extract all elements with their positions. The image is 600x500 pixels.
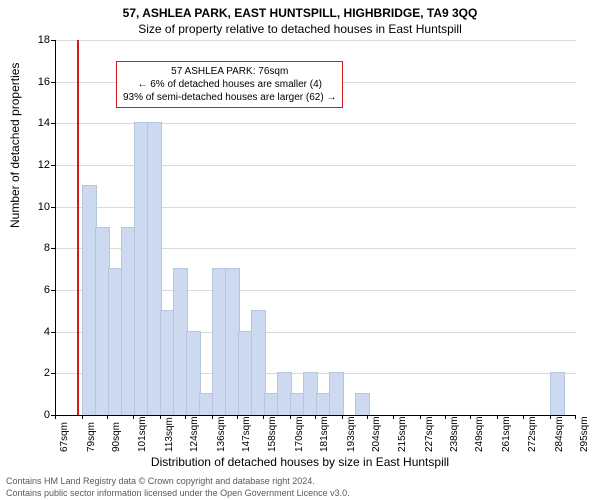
x-tick-label: 158sqm (267, 416, 278, 452)
y-tick-label: 12 (20, 159, 50, 171)
y-tick-label: 6 (20, 284, 50, 296)
x-tick-mark (315, 415, 316, 419)
y-tick-mark (51, 40, 55, 41)
plot-area: 57 ASHLEA PARK: 76sqm← 6% of detached ho… (55, 40, 576, 416)
x-axis-label: Distribution of detached houses by size … (0, 455, 600, 469)
reference-line (77, 40, 79, 415)
y-tick-label: 14 (20, 117, 50, 129)
x-tick-mark (82, 415, 83, 419)
annotation-box: 57 ASHLEA PARK: 76sqm← 6% of detached ho… (116, 61, 343, 108)
y-tick-label: 18 (20, 34, 50, 46)
x-tick-label: 193sqm (346, 416, 357, 452)
x-tick-label: 215sqm (397, 416, 408, 452)
x-tick-mark (212, 415, 213, 419)
y-tick-mark (51, 165, 55, 166)
histogram-bar (550, 372, 564, 415)
x-tick-label: 249sqm (474, 416, 485, 452)
x-tick-mark (185, 415, 186, 419)
x-tick-label: 136sqm (216, 416, 227, 452)
x-tick-mark (237, 415, 238, 419)
y-tick-mark (51, 373, 55, 374)
x-tick-label: 295sqm (579, 416, 590, 452)
x-tick-mark (420, 415, 421, 419)
x-tick-label: 261sqm (501, 416, 512, 452)
x-tick-mark (445, 415, 446, 419)
y-tick-label: 8 (20, 242, 50, 254)
x-tick-label: 181sqm (319, 416, 330, 452)
x-tick-label: 227sqm (424, 416, 435, 452)
x-tick-label: 238sqm (449, 416, 460, 452)
x-tick-label: 147sqm (241, 416, 252, 452)
histogram-bar (355, 393, 369, 415)
grid-line (56, 40, 576, 41)
x-tick-label: 170sqm (294, 416, 305, 452)
x-tick-label: 101sqm (137, 416, 148, 452)
x-tick-label: 284sqm (554, 416, 565, 452)
x-tick-mark (367, 415, 368, 419)
x-tick-mark (523, 415, 524, 419)
x-tick-label: 124sqm (189, 416, 200, 452)
annotation-line: 57 ASHLEA PARK: 76sqm (123, 65, 336, 78)
x-tick-mark (393, 415, 394, 419)
x-tick-label: 272sqm (527, 416, 538, 452)
chart-title-sub: Size of property relative to detached ho… (0, 22, 600, 36)
annotation-line: ← 6% of detached houses are smaller (4) (123, 78, 336, 91)
x-tick-label: 90sqm (111, 422, 122, 452)
x-tick-mark (160, 415, 161, 419)
annotation-line: 93% of semi-detached houses are larger (… (123, 91, 336, 104)
footer-line-2: Contains public sector information licen… (6, 488, 350, 498)
x-tick-mark (550, 415, 551, 419)
x-tick-mark (342, 415, 343, 419)
x-tick-mark (55, 415, 56, 419)
x-tick-label: 204sqm (371, 416, 382, 452)
y-tick-mark (51, 207, 55, 208)
x-tick-mark (263, 415, 264, 419)
y-tick-mark (51, 248, 55, 249)
y-tick-mark (51, 82, 55, 83)
x-tick-label: 113sqm (164, 417, 175, 452)
x-tick-mark (107, 415, 108, 419)
x-tick-mark (290, 415, 291, 419)
y-tick-label: 0 (20, 409, 50, 421)
x-tick-mark (497, 415, 498, 419)
histogram-bar (329, 372, 343, 415)
y-tick-label: 10 (20, 201, 50, 213)
footer-line-1: Contains HM Land Registry data © Crown c… (6, 476, 315, 486)
x-tick-mark (575, 415, 576, 419)
x-tick-mark (470, 415, 471, 419)
y-tick-mark (51, 332, 55, 333)
x-tick-label: 67sqm (59, 422, 70, 452)
y-tick-mark (51, 290, 55, 291)
y-tick-label: 4 (20, 326, 50, 338)
y-tick-label: 16 (20, 76, 50, 88)
y-tick-label: 2 (20, 367, 50, 379)
x-tick-mark (133, 415, 134, 419)
y-tick-mark (51, 123, 55, 124)
chart-title-main: 57, ASHLEA PARK, EAST HUNTSPILL, HIGHBRI… (0, 6, 600, 20)
x-tick-label: 79sqm (86, 422, 97, 452)
